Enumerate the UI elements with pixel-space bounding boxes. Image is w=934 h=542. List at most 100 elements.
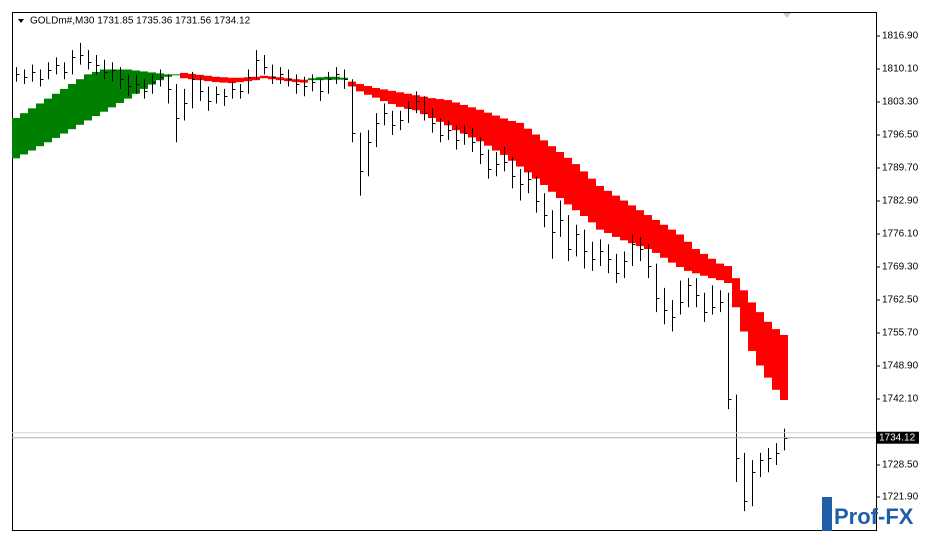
band-column: [524, 128, 532, 173]
band-column: [468, 107, 476, 138]
y-tick-label: 1748.90: [882, 361, 919, 372]
band-column: [228, 77, 236, 84]
band-column: [108, 69, 116, 108]
band-column: [708, 258, 716, 279]
band-column: [628, 205, 636, 244]
band-column: [236, 77, 244, 83]
y-tick-label: 1782.90: [882, 196, 919, 207]
y-tick-label: 1796.50: [882, 130, 919, 141]
band-column: [660, 224, 668, 258]
band-column: [356, 84, 364, 92]
shift-marker: [783, 13, 791, 18]
band-column: [212, 76, 220, 83]
band-column: [564, 157, 572, 205]
band-column: [372, 87, 380, 98]
band-column: [636, 210, 644, 247]
band-column: [100, 69, 108, 112]
collapse-icon[interactable]: [18, 19, 24, 23]
last-price-label: 1734.12: [879, 432, 916, 443]
band-column: [172, 74, 180, 76]
y-tick-label: 1742.10: [882, 394, 919, 405]
band-column: [204, 75, 212, 82]
price-axis: 1816.90 1810.10 1803.30 1796.50 1789.70 1782.…: [12, 31, 919, 503]
y-tick-label: 1803.30: [882, 97, 919, 108]
last-price-box: [877, 431, 919, 444]
band-column: [676, 234, 684, 267]
y-tick-label: 1816.90: [882, 31, 919, 42]
band-column: [580, 171, 588, 217]
plot-frame: [12, 12, 877, 531]
band-column: [748, 302, 756, 351]
band-column: [260, 75, 268, 79]
band-column: [76, 79, 84, 125]
logo-block: [822, 497, 832, 531]
band-column: [452, 102, 460, 131]
band-column: [388, 90, 396, 104]
band-column: [12, 118, 20, 159]
band-column: [364, 86, 372, 95]
band-column: [316, 77, 324, 81]
y-tick-label: 1762.50: [882, 295, 919, 306]
band-column: [60, 88, 68, 134]
band-column: [684, 241, 692, 271]
indicator-band: [12, 69, 788, 400]
band-column: [700, 253, 708, 276]
band-column: [380, 89, 388, 102]
band-column: [436, 99, 444, 122]
band-column: [668, 229, 676, 263]
y-tick-label: 1789.70: [882, 163, 919, 174]
band-column: [780, 334, 788, 400]
y-tick-label: 1810.10: [882, 64, 919, 75]
y-tick-label: 1728.50: [882, 460, 919, 471]
band-column: [84, 74, 92, 121]
band-column: [460, 104, 468, 134]
price-bars: [16, 42, 788, 512]
y-tick-label: 1776.10: [882, 229, 919, 240]
band-column: [716, 263, 724, 281]
band-column: [68, 84, 76, 130]
band-column: [508, 120, 516, 161]
band-column: [396, 92, 404, 107]
band-column: [724, 266, 732, 284]
band-column: [500, 118, 508, 155]
band-column: [612, 195, 620, 237]
band-column: [28, 108, 36, 151]
band-column: [20, 113, 28, 155]
band-column: [596, 185, 604, 230]
chart-header: GOLDm#,M30 1731.85 1735.36 1731.56 1734.…: [30, 16, 251, 27]
y-tick-label: 1755.70: [882, 328, 919, 339]
band-column: [220, 77, 228, 83]
band-column: [532, 134, 540, 179]
band-column: [604, 190, 612, 234]
band-column: [44, 98, 52, 143]
band-column: [556, 151, 564, 199]
watermark: Prof-FX: [834, 504, 914, 529]
band-column: [740, 290, 748, 332]
band-column: [732, 278, 740, 308]
band-column: [540, 140, 548, 185]
band-column: [92, 71, 100, 117]
band-column: [620, 200, 628, 241]
band-column: [588, 178, 596, 223]
band-column: [516, 122, 524, 167]
y-tick-label: 1721.90: [882, 492, 919, 503]
band-column: [444, 100, 452, 126]
y-tick-label: 1769.30: [882, 262, 919, 273]
band-column: [180, 72, 188, 79]
band-column: [572, 164, 580, 211]
band-column: [772, 329, 780, 390]
band-column: [476, 109, 484, 142]
band-column: [756, 312, 764, 366]
band-column: [644, 215, 652, 250]
band-column: [764, 321, 772, 378]
band-column: [652, 219, 660, 253]
band-column: [492, 115, 500, 151]
band-column: [548, 146, 556, 192]
band-column: [36, 103, 44, 147]
band-column: [52, 93, 60, 138]
band-column: [692, 249, 700, 274]
band-column: [428, 98, 436, 119]
band-column: [484, 112, 492, 146]
